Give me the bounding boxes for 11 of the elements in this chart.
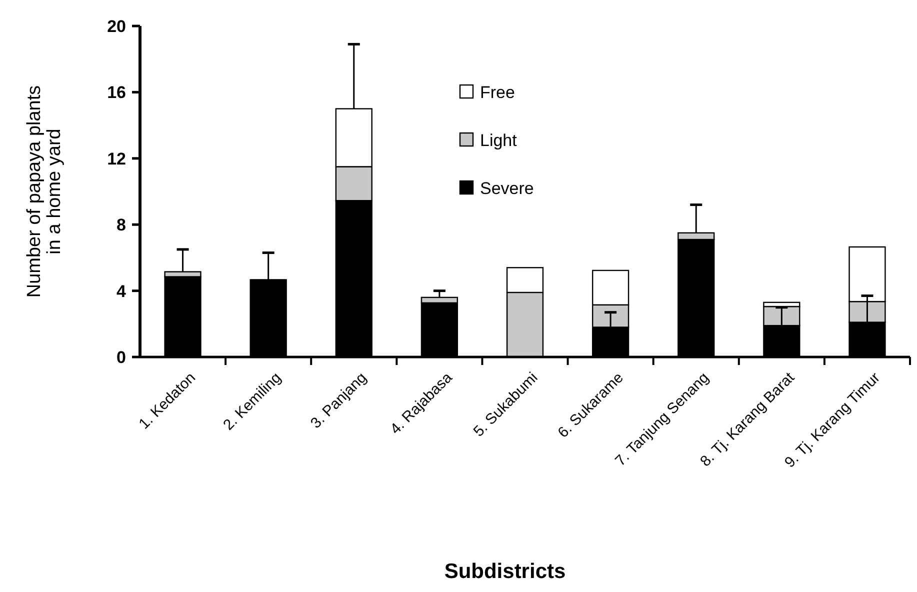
legend-label: Free bbox=[480, 82, 515, 102]
y-tick-label: 20 bbox=[107, 16, 126, 36]
legend-label: Light bbox=[480, 130, 518, 150]
y-tick-label: 16 bbox=[107, 83, 126, 102]
y-axis-title: Number of papaya plants in a home yard bbox=[24, 85, 65, 298]
y-tick-label: 12 bbox=[107, 149, 126, 168]
x-axis-title: Subdistricts bbox=[444, 560, 566, 583]
legend-label: Severe bbox=[480, 178, 534, 198]
y-tick-label: 4 bbox=[116, 282, 127, 301]
y-tick-label: 0 bbox=[116, 348, 126, 367]
y-tick-label: 8 bbox=[116, 216, 126, 235]
